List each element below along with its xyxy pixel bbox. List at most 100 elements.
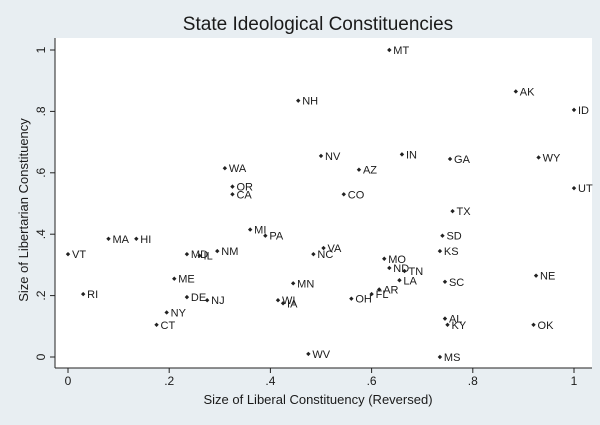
data-point	[106, 236, 111, 242]
y-tick-label: 1	[34, 46, 48, 53]
data-point	[533, 273, 539, 278]
data-point-label: TN	[408, 266, 423, 278]
data-point-label: CT	[161, 320, 176, 332]
data-point	[531, 322, 536, 327]
data-point	[437, 248, 443, 254]
data-point	[536, 155, 541, 160]
x-tick-label: .8	[468, 374, 478, 388]
data-point-label: ID	[578, 105, 589, 117]
data-point	[215, 248, 220, 254]
data-point	[440, 233, 445, 238]
y-tick-label: .6	[34, 167, 48, 177]
data-point-label: CO	[348, 189, 365, 201]
data-point-label: IN	[406, 149, 417, 161]
data-point-label: FL	[376, 289, 389, 301]
data-point-label: WY	[543, 152, 561, 164]
data-point-label: WA	[229, 163, 247, 175]
data-point-label: VT	[72, 249, 86, 261]
data-point-label: NM	[221, 246, 238, 258]
data-point	[204, 298, 210, 303]
x-tick-label: 1	[571, 374, 578, 388]
data-point-label: NY	[171, 307, 187, 319]
data-point	[399, 152, 405, 157]
data-point-label: MI	[254, 225, 266, 237]
data-point	[376, 287, 382, 292]
y-tick-label: .2	[34, 290, 48, 300]
data-point	[321, 245, 326, 251]
data-point	[230, 192, 235, 197]
data-point-label: AZ	[363, 165, 377, 177]
x-tick-label: .6	[367, 374, 377, 388]
data-point-label: UT	[578, 183, 593, 195]
data-point	[290, 281, 296, 286]
data-point-label: AK	[520, 86, 535, 98]
data-point-label: ND	[393, 263, 409, 275]
data-point-label: GA	[454, 154, 471, 166]
data-point-label: SC	[449, 277, 464, 289]
data-point	[263, 233, 268, 238]
data-point	[275, 298, 281, 303]
data-point-label: OH	[355, 294, 372, 306]
data-point	[513, 89, 519, 94]
data-point-label: WV	[312, 349, 330, 361]
data-point	[387, 47, 392, 53]
data-point-label: MO	[388, 254, 406, 266]
data-point	[65, 251, 71, 257]
data-point-label: TX	[457, 206, 472, 218]
data-point-label: OK	[538, 320, 555, 332]
data-point	[134, 236, 139, 242]
data-point	[571, 185, 577, 191]
data-point-label: AR	[383, 284, 398, 296]
data-point	[311, 251, 316, 257]
x-tick-label: 0	[65, 374, 72, 388]
data-point	[306, 351, 311, 357]
data-point-label: MA	[112, 234, 129, 246]
data-point-label: ME	[178, 274, 195, 286]
axis-ticks: 0 .2 .4 .6 .8 1 0 .2 .4 .6 .8 1	[34, 46, 578, 388]
x-tick-label: .2	[164, 374, 174, 388]
data-point	[445, 322, 450, 327]
data-point	[222, 165, 228, 171]
data-point	[184, 294, 190, 300]
data-point-label: MN	[297, 278, 314, 290]
data-point	[154, 322, 159, 327]
data-point	[571, 107, 577, 113]
x-axis-label: Size of Liberal Constituency (Reversed)	[203, 392, 432, 407]
data-point	[172, 276, 177, 281]
data-point-label: NJ	[211, 295, 224, 307]
data-point-label: NE	[540, 271, 555, 283]
data-point	[450, 208, 455, 214]
chart-title: State Ideological Constituencies	[183, 14, 453, 35]
data-point	[402, 268, 407, 274]
data-point-label: MT	[393, 45, 409, 57]
plot-area	[55, 38, 592, 368]
data-point-label: IA	[287, 298, 298, 310]
data-point	[318, 153, 324, 159]
data-point	[184, 251, 190, 257]
data-point	[164, 310, 169, 315]
y-tick-label: .4	[34, 229, 48, 239]
data-point-label: NV	[325, 151, 341, 163]
data-point-label: RI	[87, 289, 98, 301]
x-tick-label: .4	[265, 374, 275, 388]
data-point	[280, 301, 286, 306]
data-point-label: HI	[140, 234, 151, 246]
data-point-label: LA	[403, 275, 417, 287]
data-point	[447, 156, 453, 162]
data-point	[387, 265, 392, 271]
data-point-label: MS	[444, 352, 461, 364]
data-point	[356, 167, 362, 172]
data-point	[341, 192, 346, 197]
y-tick-label: 0	[34, 353, 48, 360]
y-axis-label: Size of Libertarian Constituency	[16, 118, 31, 302]
data-point-label: NC	[317, 249, 333, 261]
data-point	[230, 184, 235, 189]
data-point-label: KS	[444, 246, 459, 258]
data-point	[397, 278, 402, 283]
data-point-label: NH	[302, 96, 318, 108]
data-point	[442, 279, 448, 284]
data-point-label: SD	[446, 231, 461, 243]
data-point-label: KY	[452, 320, 467, 332]
